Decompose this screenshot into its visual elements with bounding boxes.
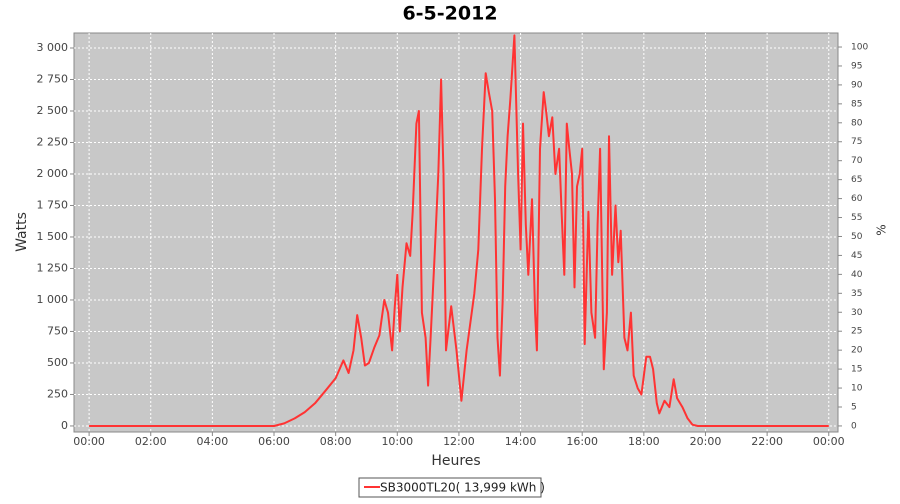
y-axis-title: Watts [14, 212, 30, 252]
y-tick-label: 1 750 [37, 198, 69, 211]
y2-tick-label: 80 [851, 118, 863, 128]
y2-tick-label: 30 [851, 308, 863, 318]
series-line [89, 34, 829, 427]
y-tick-label: 500 [47, 356, 68, 369]
y2-tick-label: 50 [851, 232, 863, 242]
x-tick-label: 16:00 [566, 435, 598, 448]
y2-tick-label: 55 [851, 213, 862, 223]
plot-area [73, 32, 839, 433]
legend [358, 477, 542, 498]
y2-tick-label: 95 [851, 61, 862, 71]
x-tick-label: 00:00 [813, 435, 845, 448]
y2-tick-label: 35 [851, 289, 862, 299]
y2-tick-label: 70 [851, 156, 863, 166]
x-tick-label: 00:00 [73, 435, 105, 448]
y2-tick-label: 75 [851, 137, 862, 147]
y2-tick-label: 20 [851, 346, 863, 356]
x-tick-label: 12:00 [443, 435, 475, 448]
x-tick-label: 14:00 [505, 435, 537, 448]
x-tick-label: 06:00 [258, 435, 290, 448]
y2-tick-label: 0 [851, 421, 857, 431]
y-tick-label: 0 [61, 419, 68, 432]
y-tick-label: 2 750 [37, 72, 69, 85]
y-tick-label: 2 500 [37, 104, 69, 117]
y2-tick-label: 65 [851, 175, 862, 185]
y2-tick-label: 25 [851, 327, 862, 337]
x-tick-label: 10:00 [381, 435, 413, 448]
y2-tick-label: 85 [851, 99, 862, 109]
y2-tick-label: 60 [851, 194, 863, 204]
y-tick-label: 250 [47, 387, 68, 400]
y-tick-label: 1 500 [37, 230, 69, 243]
y2-tick-label: 10 [851, 384, 863, 394]
x-axis-title: Heures [431, 453, 480, 469]
y-tick-label: 3 000 [37, 41, 69, 54]
y2-tick-label: 45 [851, 251, 862, 261]
y2-tick-label: 90 [851, 80, 863, 90]
x-tick-label: 04:00 [197, 435, 229, 448]
y2-tick-label: 5 [851, 402, 857, 412]
y-tick-label: 750 [47, 324, 68, 337]
y-tick-label: 1 000 [37, 293, 69, 306]
x-tick-label: 02:00 [135, 435, 167, 448]
x-tick-label: 08:00 [320, 435, 352, 448]
x-tick-label: 18:00 [628, 435, 660, 448]
y2-tick-label: 15 [851, 365, 862, 375]
y2-axis-title: % [875, 224, 889, 235]
x-tick-label: 22:00 [751, 435, 783, 448]
y-tick-label: 2 000 [37, 167, 69, 180]
y-tick-label: 2 250 [37, 135, 69, 148]
chart-title: 6-5-2012 [402, 3, 497, 25]
y2-tick-label: 100 [851, 43, 868, 53]
legend-label: SB3000TL20( 13,999 kWh ) [380, 481, 545, 495]
y2-tick-label: 40 [851, 270, 863, 280]
y-tick-label: 1 250 [37, 261, 69, 274]
x-tick-label: 20:00 [690, 435, 722, 448]
